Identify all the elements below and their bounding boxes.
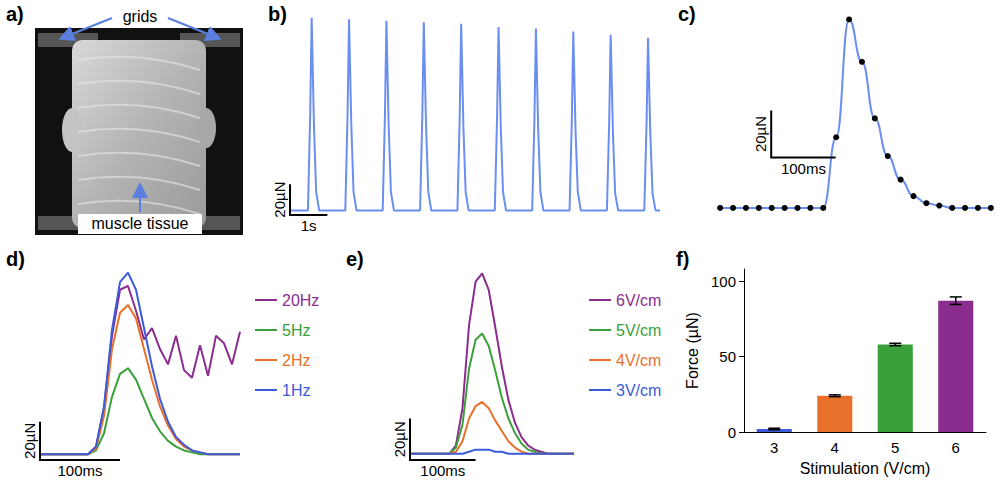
svg-text:5: 5: [891, 439, 899, 456]
svg-text:0: 0: [728, 424, 736, 441]
html-text:a): a): [6, 3, 24, 25]
html-text:d): d): [6, 248, 25, 270]
svg-text:100: 100: [711, 273, 736, 290]
svg-text:muscle tissue: muscle tissue: [92, 215, 189, 232]
svg-text:2Hz: 2Hz: [282, 352, 310, 369]
svg-text:100ms: 100ms: [57, 462, 102, 479]
svg-text:3: 3: [770, 439, 778, 456]
svg-text:20µN: 20µN: [391, 421, 408, 457]
svg-text:100ms: 100ms: [420, 462, 465, 479]
svg-text:100ms: 100ms: [781, 160, 826, 177]
svg-text:6V/cm: 6V/cm: [616, 292, 661, 309]
svg-text:20µN: 20µN: [752, 116, 769, 152]
svg-text:grids: grids: [123, 8, 158, 25]
svg-text:Stimulation (V/cm): Stimulation (V/cm): [800, 460, 931, 477]
html-text:c): c): [678, 3, 696, 25]
svg-text:5V/cm: 5V/cm: [616, 322, 661, 339]
html-text:f): f): [676, 248, 690, 270]
svg-text:1Hz: 1Hz: [282, 382, 310, 399]
svg-text:5Hz: 5Hz: [282, 322, 310, 339]
svg-text:6: 6: [952, 439, 960, 456]
svg-text:20µN: 20µN: [271, 182, 288, 218]
svg-text:20µN: 20µN: [21, 423, 38, 459]
svg-text:1s: 1s: [301, 217, 317, 234]
svg-text:4V/cm: 4V/cm: [616, 352, 661, 369]
svg-text:20Hz: 20Hz: [282, 292, 319, 309]
svg-text:Force (µN): Force (µN): [684, 312, 701, 389]
svg-text:4: 4: [831, 439, 839, 456]
svg-text:50: 50: [719, 348, 736, 365]
svg-text:3V/cm: 3V/cm: [616, 382, 661, 399]
html-text:b): b): [268, 3, 287, 25]
html-text:e): e): [346, 248, 364, 270]
